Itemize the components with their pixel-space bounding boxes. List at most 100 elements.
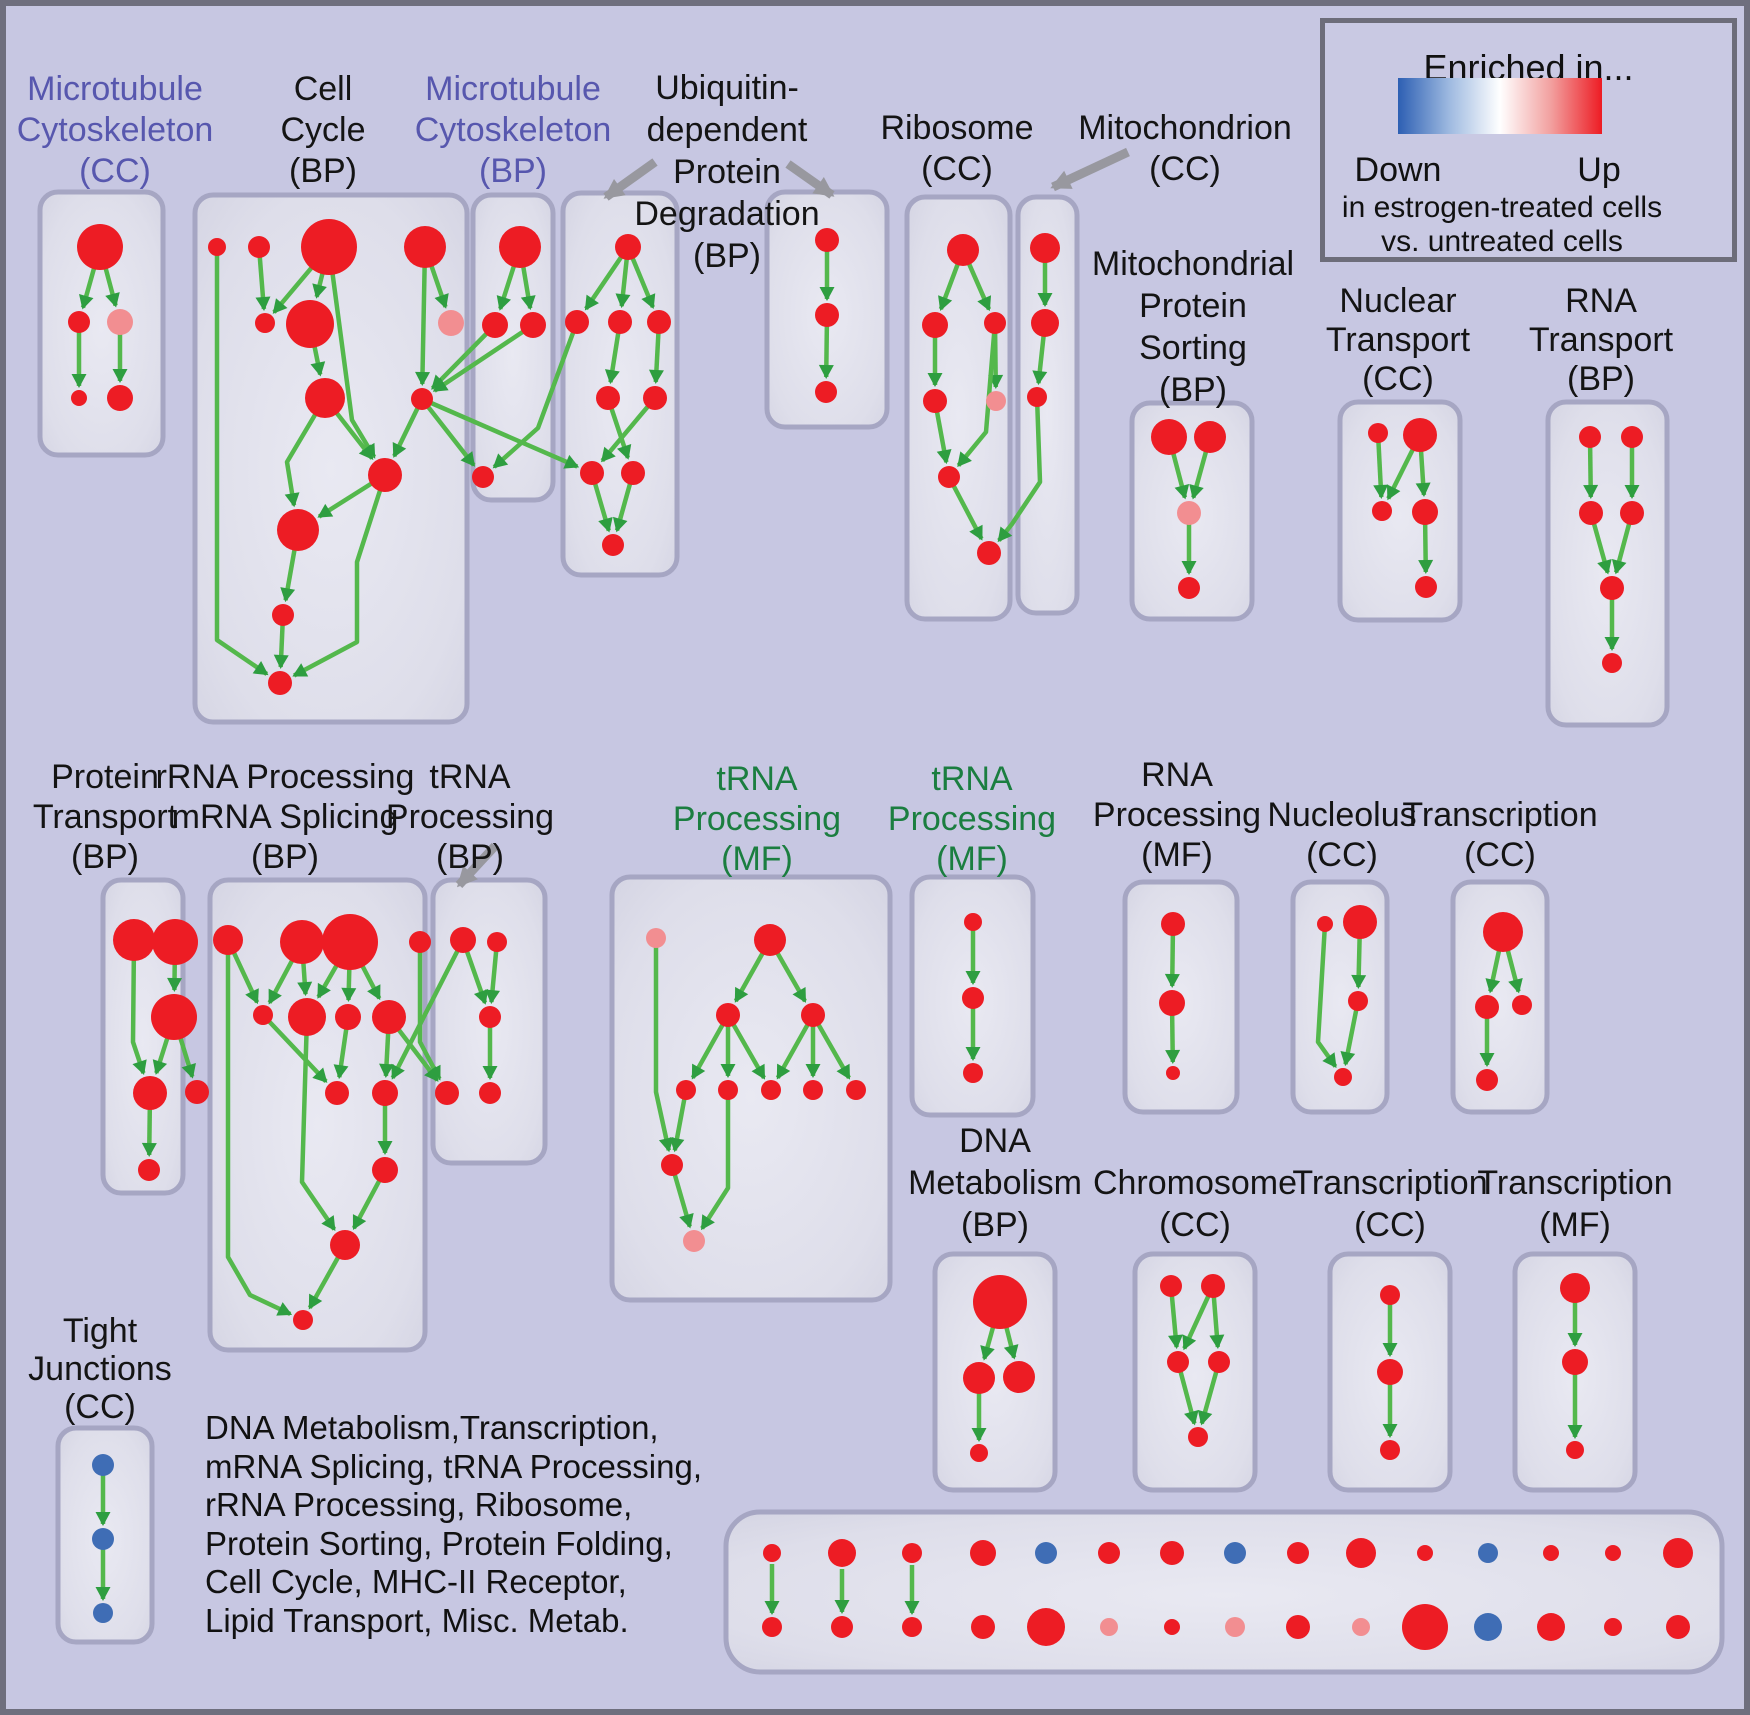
side-text-line: DNA Metabolism,Transcription, bbox=[205, 1409, 659, 1446]
cluster-label: dependent bbox=[647, 111, 808, 149]
go-term-node bbox=[372, 1080, 398, 1106]
cluster-label: Cytoskeleton bbox=[17, 111, 214, 149]
go-term-node bbox=[1602, 653, 1622, 673]
go-term-edge bbox=[811, 1013, 851, 1080]
go-term-edge bbox=[130, 939, 147, 1075]
go-term-node bbox=[761, 1080, 781, 1100]
go-term-node bbox=[1560, 1273, 1590, 1303]
go-term-node bbox=[964, 913, 982, 931]
cluster-label: (CC) bbox=[1464, 836, 1536, 874]
cluster-label: Mitochondrion bbox=[1078, 109, 1292, 147]
legend-gradient-bar bbox=[1398, 78, 1602, 134]
cluster-label: rRNA Processing bbox=[156, 758, 415, 796]
go-term-node bbox=[335, 1004, 361, 1030]
go-term-node bbox=[977, 541, 1001, 565]
go-term-node bbox=[1483, 912, 1523, 952]
go-term-node bbox=[661, 1154, 683, 1176]
go-term-node bbox=[923, 389, 947, 413]
cluster-label: tRNA bbox=[716, 760, 798, 798]
cluster-box-nucleolus-cc bbox=[1290, 879, 1390, 1115]
go-term-node bbox=[1027, 387, 1047, 407]
go-term-node bbox=[1178, 577, 1200, 599]
go-term-node bbox=[1194, 421, 1226, 453]
go-term-edge bbox=[492, 321, 580, 469]
legend-up-label: Up bbox=[1577, 151, 1621, 189]
go-term-node bbox=[986, 391, 1006, 411]
go-term-node bbox=[151, 994, 197, 1040]
go-term-edge bbox=[1340, 1000, 1361, 1067]
go-term-node bbox=[213, 925, 243, 955]
go-term-node bbox=[902, 1543, 922, 1563]
cluster-label: (BP) bbox=[251, 838, 319, 876]
side-text-line: rRNA Processing, Ribosome, bbox=[205, 1486, 633, 1523]
go-term-node bbox=[922, 312, 948, 338]
go-term-edge bbox=[1373, 432, 1389, 499]
cluster-label: Nucleolus bbox=[1267, 796, 1416, 834]
go-term-node bbox=[1476, 1069, 1498, 1091]
go-term-node bbox=[1286, 1615, 1310, 1639]
go-term-node bbox=[71, 390, 87, 406]
side-text-line: Protein Sorting, Protein Folding, bbox=[205, 1524, 673, 1562]
go-term-node bbox=[815, 228, 839, 252]
go-term-node bbox=[138, 1159, 160, 1181]
go-term-node bbox=[615, 234, 641, 260]
go-term-node bbox=[763, 1544, 781, 1562]
go-term-node bbox=[1372, 501, 1392, 521]
go-term-node bbox=[487, 932, 507, 952]
go-term-node bbox=[1208, 1351, 1230, 1373]
go-term-node bbox=[565, 310, 589, 334]
go-term-node bbox=[846, 1080, 866, 1100]
cluster-label: Cytoskeleton bbox=[415, 111, 612, 149]
go-term-node bbox=[1224, 1542, 1246, 1564]
go-term-node bbox=[1035, 1542, 1057, 1564]
go-term-node bbox=[277, 509, 319, 551]
cluster-label: Transcription bbox=[1477, 1164, 1672, 1202]
go-term-node bbox=[93, 1603, 113, 1623]
go-term-node bbox=[322, 914, 378, 970]
go-term-node bbox=[971, 1615, 995, 1639]
cluster-label: (BP) bbox=[289, 152, 357, 190]
go-term-edge bbox=[292, 474, 388, 678]
go-term-node bbox=[1100, 1618, 1118, 1636]
go-term-node bbox=[255, 313, 275, 333]
go-term-node bbox=[268, 671, 292, 695]
side-text-line: Lipid Transport, Misc. Metab. bbox=[205, 1601, 629, 1639]
cluster-label: Ubiquitin- bbox=[655, 69, 799, 107]
go-term-node bbox=[1562, 1349, 1588, 1375]
go-term-node bbox=[1030, 233, 1060, 263]
collapsed-categories-text: DNA Metabolism,Transcription, mRNA Splic… bbox=[205, 1409, 702, 1640]
go-term-edge bbox=[284, 396, 327, 508]
go-term-node bbox=[1166, 1066, 1180, 1080]
go-term-node bbox=[272, 604, 294, 626]
go-term-node bbox=[716, 1003, 740, 1027]
go-term-node bbox=[1317, 916, 1333, 932]
go-term-edge bbox=[485, 941, 500, 1005]
go-term-node bbox=[580, 461, 604, 485]
cluster-label: Processing bbox=[386, 798, 554, 836]
cluster-label: (CC) bbox=[1306, 836, 1378, 874]
go-term-node bbox=[1620, 501, 1644, 525]
cluster-label: Nuclear bbox=[1339, 282, 1456, 320]
go-term-node bbox=[1566, 1441, 1584, 1459]
go-term-node bbox=[1600, 576, 1624, 600]
go-term-edge bbox=[726, 1013, 766, 1080]
go-term-edge bbox=[1315, 923, 1338, 1069]
go-term-node bbox=[1003, 1361, 1035, 1393]
go-term-node bbox=[1605, 1545, 1621, 1561]
go-term-node bbox=[409, 931, 431, 953]
go-term-node bbox=[286, 300, 334, 348]
cluster-label: (CC) bbox=[1159, 1206, 1231, 1244]
go-term-node bbox=[1666, 1615, 1690, 1639]
legend-caption-line-2: vs. untreated cells bbox=[1381, 225, 1623, 258]
go-term-node bbox=[1663, 1538, 1693, 1568]
cluster-label: (CC) bbox=[1149, 150, 1221, 188]
cluster-label: Microtubule bbox=[425, 70, 601, 108]
go-term-node bbox=[1151, 419, 1187, 455]
go-term-edge bbox=[415, 246, 431, 386]
go-term-node bbox=[602, 534, 624, 556]
go-term-node bbox=[113, 919, 155, 961]
go-term-node bbox=[368, 458, 402, 492]
go-term-node bbox=[970, 1540, 996, 1566]
cluster-label: (CC) bbox=[921, 150, 993, 188]
